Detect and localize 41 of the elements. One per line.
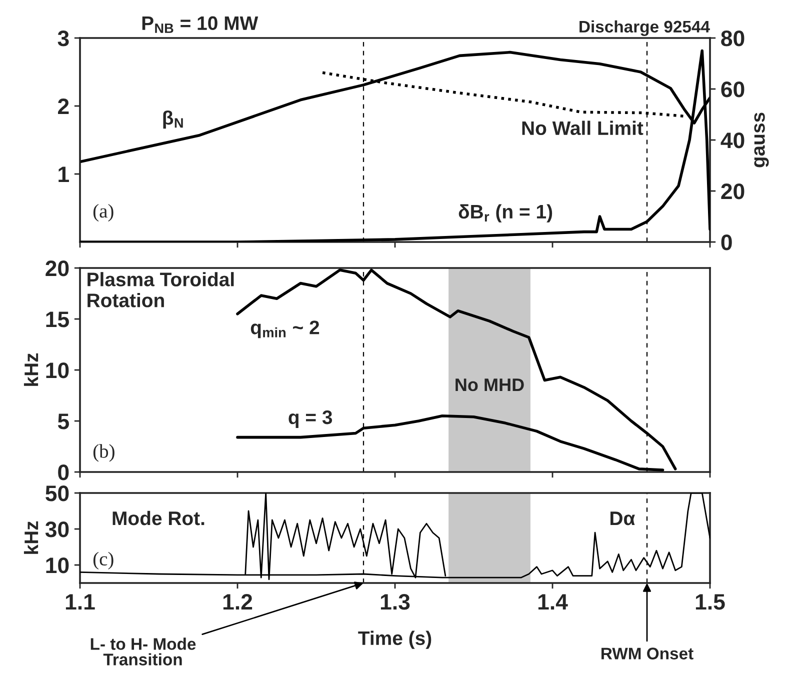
series-label: Dα bbox=[610, 512, 635, 526]
y-tick-label: 5 bbox=[58, 414, 69, 430]
series-label: No Wall Limit bbox=[522, 120, 644, 136]
y-tick-label: 2 bbox=[58, 98, 69, 114]
y2-axis-title: gauss bbox=[754, 112, 769, 168]
ref-line-label: L- to H- Mode Transition bbox=[90, 638, 196, 666]
y-tick-label: 10 bbox=[46, 362, 69, 378]
y-axis-title: kHz bbox=[24, 521, 38, 554]
ref-line-label: RWM Onset bbox=[602, 648, 694, 660]
x-tick-label: 1.1 bbox=[66, 594, 95, 610]
y-tick-label: 10 bbox=[46, 558, 69, 574]
annotation: (a) bbox=[93, 204, 114, 222]
y2-tick-label: 0 bbox=[721, 234, 732, 250]
y-tick-label: 0 bbox=[58, 464, 69, 480]
y-tick-label: 30 bbox=[45, 522, 69, 538]
y2-tick-label: 40 bbox=[720, 132, 744, 148]
y2-tick-label: 20 bbox=[721, 184, 744, 200]
text: Discharge 92544 bbox=[580, 20, 710, 36]
x-tick-label: 1.3 bbox=[380, 594, 410, 610]
series-label: δB$_{r}$ (n = 1) bbox=[458, 204, 552, 222]
y-tick-label: 20 bbox=[46, 260, 69, 276]
y2-tick-label: 60 bbox=[721, 82, 744, 98]
series-label: β$_{N}$ bbox=[163, 110, 183, 129]
x-tick-label: 1.2 bbox=[223, 594, 252, 610]
y2-tick-label: 80 bbox=[721, 30, 744, 46]
x-tick-label: 1.5 bbox=[696, 594, 725, 610]
annotation: (c) bbox=[93, 552, 114, 570]
y-tick-label: 50 bbox=[46, 486, 69, 502]
band-label: No MHD bbox=[456, 378, 524, 392]
annotation: Plasma Toroidal Rotation bbox=[88, 272, 234, 308]
series-label: q$_{min}$ ~ 2 bbox=[250, 320, 320, 338]
y-tick-label: 15 bbox=[46, 312, 69, 328]
x-tick-label: 1.4 bbox=[538, 594, 568, 610]
text: Mode Rot. bbox=[112, 510, 204, 526]
x-axis-title: Time (s) bbox=[358, 630, 432, 649]
y-axis-title: kHz bbox=[24, 353, 38, 386]
text: P$_{NB}$ = 10 MW bbox=[142, 16, 258, 33]
annotation: (b) bbox=[93, 444, 114, 462]
y-tick-label: 1 bbox=[58, 166, 69, 182]
series-label: q = 3 bbox=[288, 410, 332, 428]
y-tick-label: 3 bbox=[58, 30, 69, 46]
